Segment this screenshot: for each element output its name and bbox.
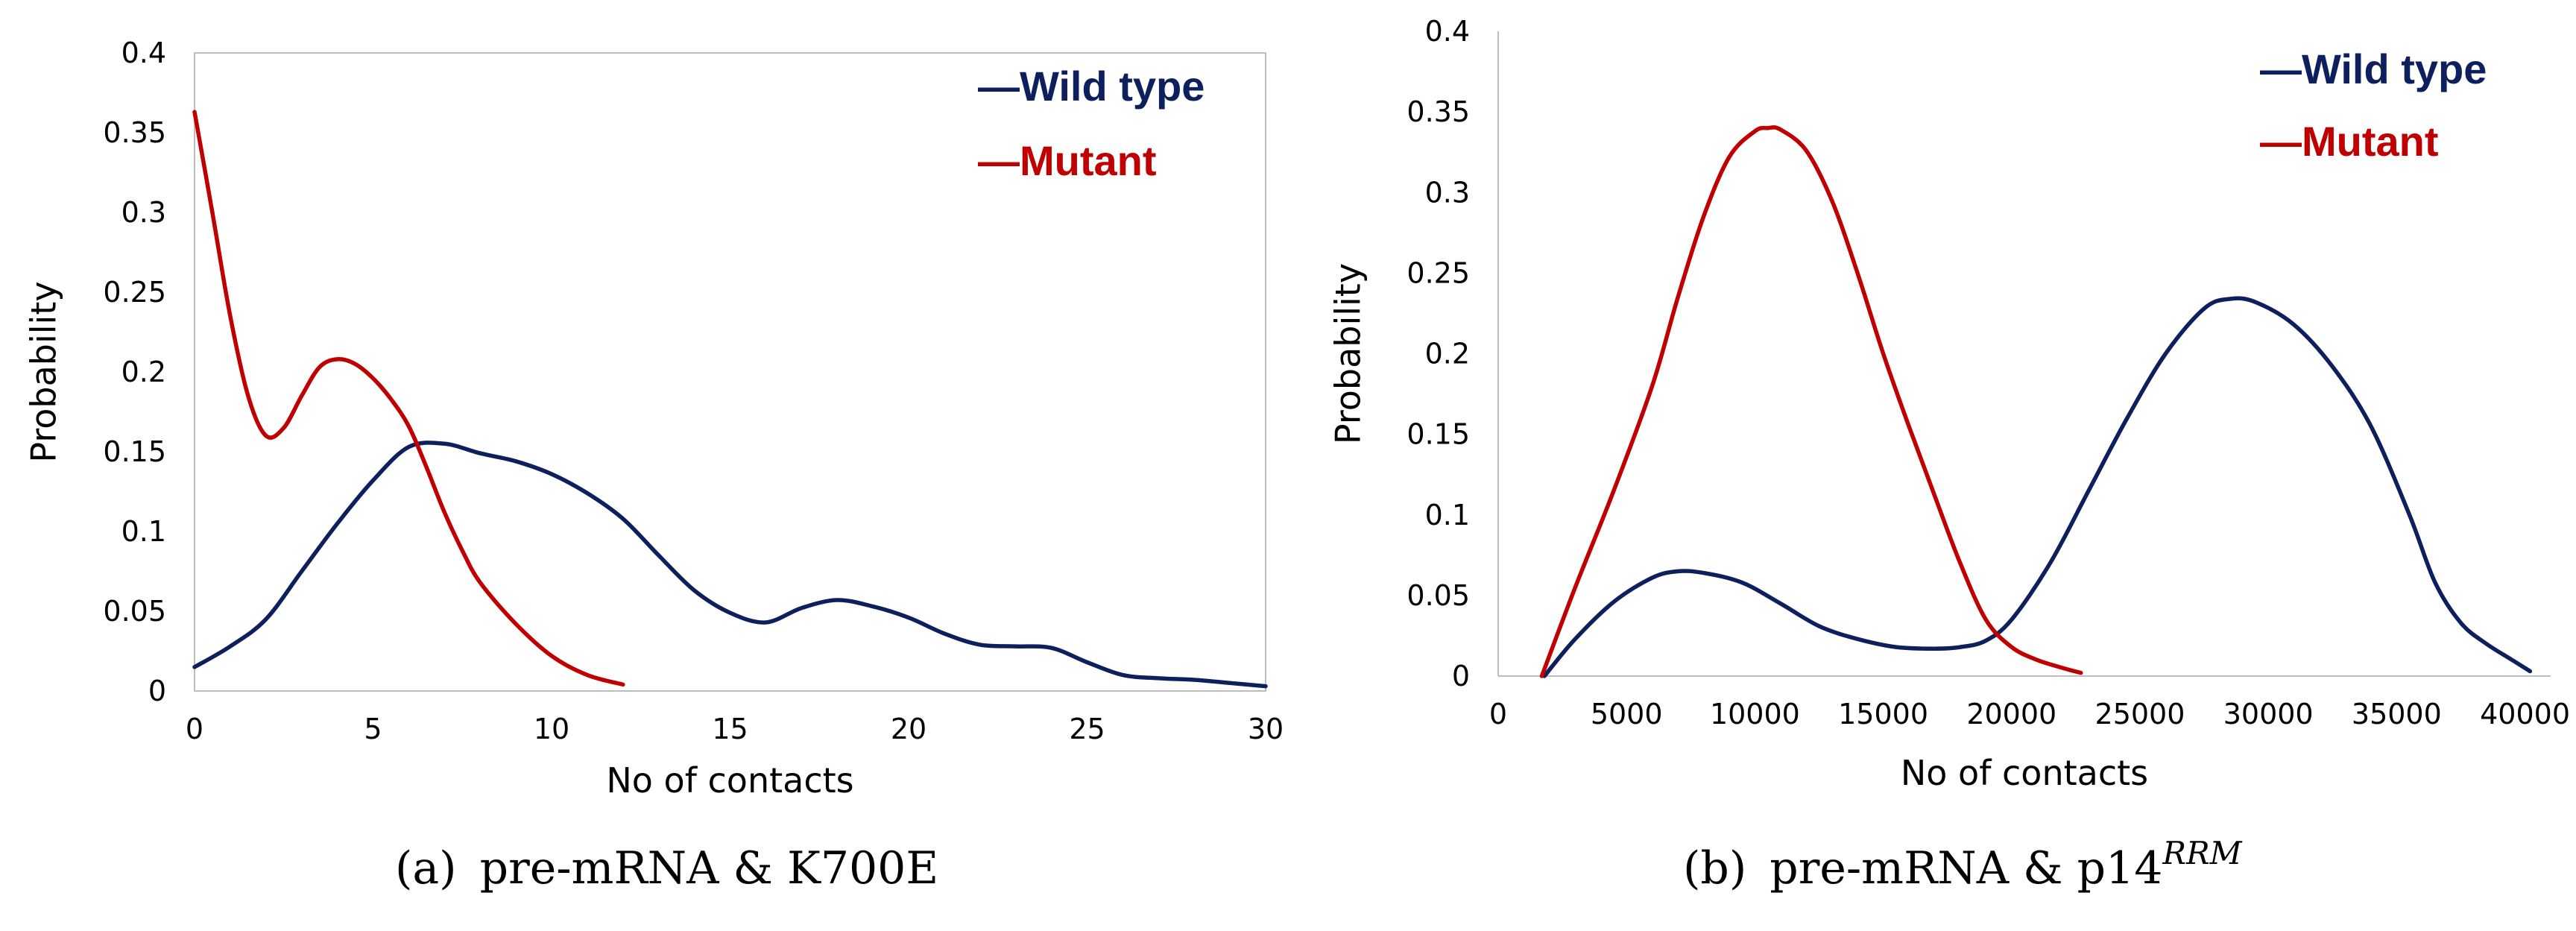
y-axis-title: Probability	[1328, 263, 1368, 444]
y-tick-label: 0.15	[1407, 418, 1470, 451]
series-line-mutant	[1539, 125, 2083, 678]
x-tick-label: 20000	[1966, 698, 2056, 730]
x-tick-label: 10000	[1710, 698, 1800, 730]
series-line-wild-type	[1542, 296, 2533, 678]
panel-b: 0 0.05 0.1 0.15 0.2 0.25 0.3 0.35 0.4 0 5000 10000 1…	[1328, 15, 2571, 894]
y-tick-label: 0	[148, 675, 166, 707]
y-tick-label: 0.05	[1407, 579, 1470, 612]
panel-a: 0 0.05 0.1 0.15 0.2 0.25 0.3 0.35 0.4 0 5 10 15 20 25 3…	[24, 37, 1284, 894]
y-tick-label: 0.4	[121, 37, 166, 69]
y-tick-label: 0.1	[1425, 499, 1470, 531]
x-tick-label: 5	[364, 713, 382, 745]
x-tick-label: 35000	[2352, 698, 2442, 730]
x-tick-label: 40000	[2480, 698, 2570, 730]
y-tick-label: 0.4	[1425, 15, 1470, 48]
legend-entry-mutant: —Mutant	[978, 137, 1157, 184]
series-line-wild-type	[192, 441, 1268, 689]
y-tick-label: 0	[1452, 660, 1470, 692]
x-tick-label: 0	[186, 713, 203, 745]
y-tick-label: 0.2	[1425, 338, 1470, 370]
series-line-mutant	[192, 110, 625, 687]
legend-entry-mutant: —Mutant	[2260, 118, 2439, 165]
caption-text: pre-mRNA & p14	[1770, 842, 2162, 894]
panel-caption: (b) pre-mRNA & p14RRM	[1683, 835, 2243, 894]
legend-entry-wild-type: —Wild type	[2260, 45, 2487, 92]
x-tick-label: 15	[712, 713, 748, 745]
caption-text: pre-mRNA & K700E	[480, 842, 938, 894]
x-tick-label: 25000	[2095, 698, 2185, 730]
caption-label: (a)	[395, 842, 471, 894]
caption-superscript: RRM	[2162, 835, 2242, 871]
y-tick-label: 0.35	[1407, 95, 1470, 128]
x-tick-label: 15000	[1838, 698, 1928, 730]
caption-label: (b)	[1683, 842, 1761, 894]
legend-entry-wild-type: —Wild type	[978, 63, 1205, 110]
x-axis-title: No of contacts	[606, 760, 853, 801]
y-tick-label: 0.05	[103, 595, 166, 628]
y-tick-label: 0.2	[121, 356, 166, 388]
x-tick-label: 30	[1248, 713, 1284, 745]
x-tick-label: 5000	[1591, 698, 1663, 730]
x-tick-label: 30000	[2223, 698, 2314, 730]
y-tick-label: 0.25	[1407, 256, 1470, 289]
y-tick-label: 0.3	[1425, 176, 1470, 209]
panel-caption: (a) pre-mRNA & K700E	[395, 842, 938, 894]
x-tick-label: 10	[534, 713, 569, 745]
y-tick-label: 0.3	[121, 196, 166, 229]
y-tick-label: 0.15	[103, 435, 166, 468]
x-axis-title: No of contacts	[1901, 753, 2148, 793]
x-tick-label: 25	[1069, 713, 1105, 745]
x-tick-label: 0	[1489, 698, 1507, 730]
plot-area-border	[194, 52, 1266, 692]
y-axis-title: Probability	[24, 281, 64, 462]
y-tick-label: 0.25	[103, 276, 166, 309]
y-tick-label: 0.1	[121, 515, 166, 548]
y-tick-label: 0.35	[103, 116, 166, 149]
x-tick-label: 20	[891, 713, 926, 745]
